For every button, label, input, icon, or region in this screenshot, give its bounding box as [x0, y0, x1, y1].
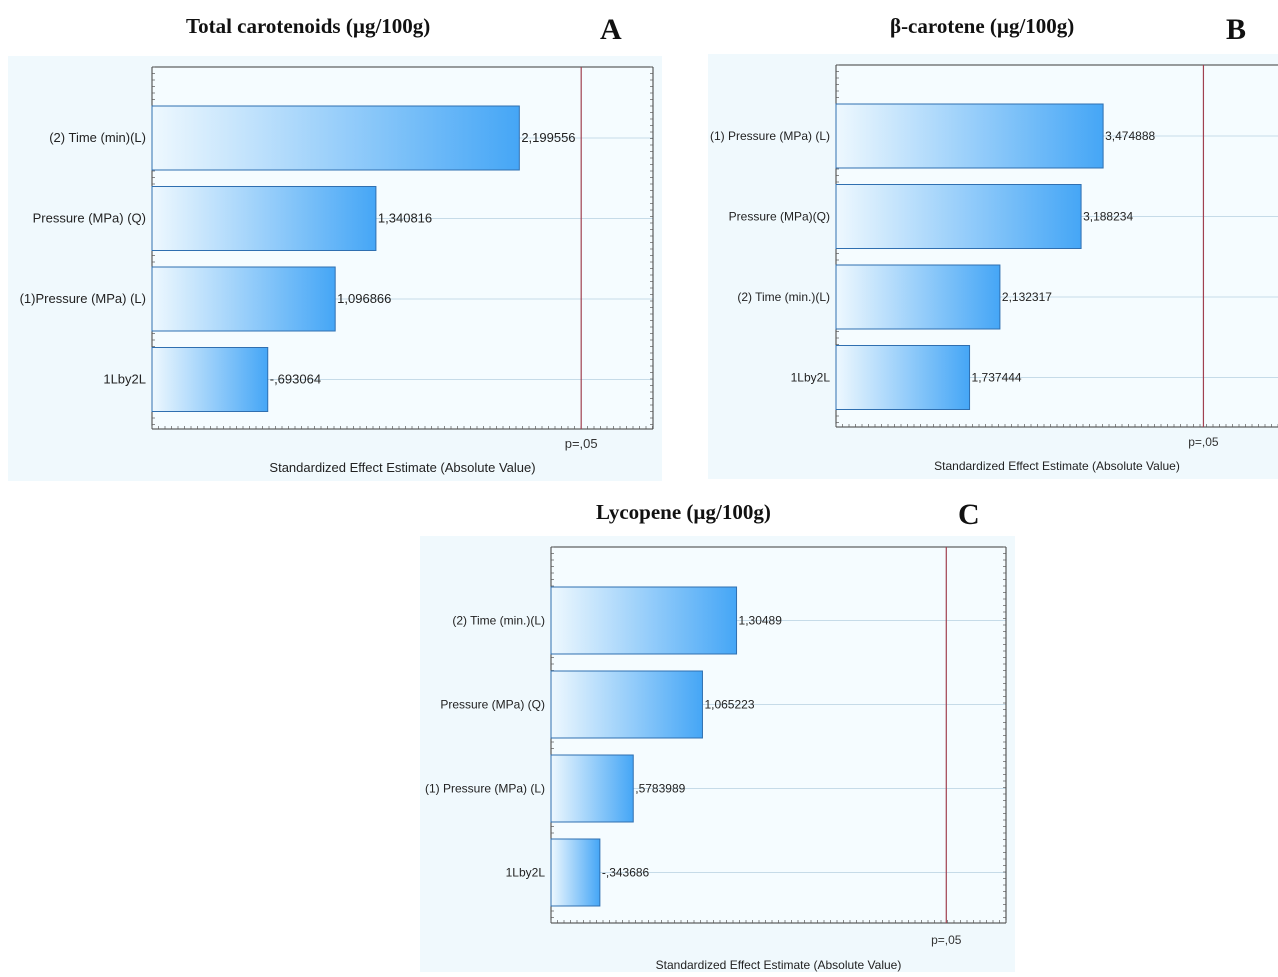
chart-c-panel-letter: C	[958, 498, 980, 532]
chart-c-x-axis-title: Standardized Effect Estimate (Absolute V…	[656, 958, 902, 972]
chart-b-bar	[836, 104, 1103, 168]
chart-b-value-label: 3,474888	[1105, 129, 1155, 143]
chart-a-category-label: (2) Time (min)(L)	[49, 130, 146, 145]
chart-a-significance-label: p=,05	[565, 436, 598, 451]
chart-b-svg: (1) Pressure (MPa) (L) 3,474888 Pressure (…	[708, 54, 1278, 479]
chart-a-panel: (2) Time (min)(L) 2,199556 Pressure (MPa) …	[8, 56, 662, 481]
chart-b-x-axis-title: Standardized Effect Estimate (Absolute V…	[934, 459, 1180, 473]
chart-b-bar	[836, 346, 970, 410]
chart-a-bar	[152, 348, 268, 412]
chart-a-bar	[152, 106, 519, 170]
chart-a-panel-letter: A	[600, 13, 622, 47]
chart-c-bar	[551, 755, 633, 822]
chart-c-value-label: -,343686	[602, 866, 650, 880]
chart-c-significance-label: p=,05	[931, 933, 962, 947]
chart-a-category-label: Pressure (MPa) (Q)	[33, 211, 146, 226]
chart-b-panel-letter: B	[1226, 13, 1246, 47]
chart-b-bar	[836, 265, 1000, 329]
chart-c-bar	[551, 587, 737, 654]
chart-c-category-label: Pressure (MPa) (Q)	[440, 698, 545, 712]
chart-c-category-label: (2) Time (min.)(L)	[452, 614, 545, 628]
chart-b-category-label: (2) Time (min.)(L)	[737, 290, 830, 304]
chart-c-value-label: 1,065223	[704, 698, 754, 712]
chart-b-value-label: 2,132317	[1002, 290, 1052, 304]
chart-c-bar	[551, 671, 702, 738]
chart-c-category-label: (1) Pressure (MPa) (L)	[425, 782, 545, 796]
chart-a-bar	[152, 267, 335, 331]
chart-b-bar	[836, 185, 1081, 249]
chart-a-value-label: -,693064	[270, 372, 321, 387]
chart-a-value-label: 1,340816	[378, 211, 432, 226]
chart-b-title: β-carotene (µg/100g)	[890, 14, 1074, 39]
chart-b-category-label: Pressure (MPa)(Q)	[729, 210, 830, 224]
chart-b-value-label: 1,737444	[972, 371, 1022, 385]
chart-c-svg: (2) Time (min.)(L) 1,30489 Pressure (MPa) …	[420, 536, 1015, 972]
chart-a-category-label: 1Lby2L	[103, 372, 146, 387]
chart-c-value-label: ,5783989	[635, 782, 685, 796]
chart-c-bar	[551, 839, 600, 906]
chart-c-category-label: 1Lby2L	[506, 866, 546, 880]
chart-b-significance-label: p=,05	[1188, 435, 1219, 449]
chart-b-panel: (1) Pressure (MPa) (L) 3,474888 Pressure (…	[708, 54, 1278, 479]
chart-b-value-label: 3,188234	[1083, 210, 1133, 224]
chart-a-category-label: (1)Pressure (MPa) (L)	[20, 291, 146, 306]
chart-a-svg: (2) Time (min)(L) 2,199556 Pressure (MPa) …	[8, 56, 662, 481]
chart-a-bar	[152, 187, 376, 251]
chart-c-value-label: 1,30489	[739, 614, 783, 628]
chart-b-category-label: (1) Pressure (MPa) (L)	[710, 129, 830, 143]
chart-a-x-axis-title: Standardized Effect Estimate (Absolute V…	[269, 460, 535, 475]
chart-a-title: Total carotenoids (µg/100g)	[186, 14, 430, 39]
chart-a-value-label: 1,096866	[337, 291, 391, 306]
chart-c-panel: (2) Time (min.)(L) 1,30489 Pressure (MPa) …	[420, 536, 1015, 972]
chart-c-title: Lycopene (µg/100g)	[596, 500, 771, 525]
chart-b-category-label: 1Lby2L	[791, 371, 831, 385]
chart-a-value-label: 2,199556	[521, 130, 575, 145]
